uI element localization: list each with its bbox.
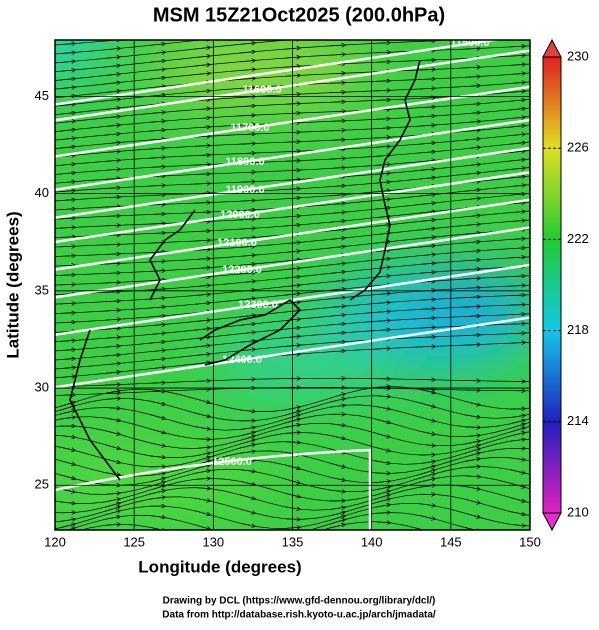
contour-label: 11600.0 xyxy=(242,84,281,96)
y-tick-label: 40 xyxy=(35,185,49,200)
contour-label: 12200.0 xyxy=(222,264,262,276)
y-tick-label: 35 xyxy=(35,282,49,297)
colorbar xyxy=(543,57,561,513)
contour-label: 12500.0 xyxy=(212,456,252,468)
streamline-arrow xyxy=(330,36,345,37)
x-tick-label: 120 xyxy=(44,534,66,549)
footer-line: Drawing by DCL (https://www.gfd-dennou.o… xyxy=(163,596,436,607)
streamline-arrow xyxy=(330,27,345,28)
colorbar-tick-label: 226 xyxy=(567,140,589,155)
x-tick-label: 130 xyxy=(202,534,224,549)
x-tick-label: 135 xyxy=(282,534,304,549)
colorbar-tick-label: 222 xyxy=(567,231,589,246)
streamline-arrow xyxy=(285,30,300,31)
colorbar-top-arrow xyxy=(543,40,561,57)
contour-label: 12400.0 xyxy=(222,354,262,366)
y-axis-label: Latitude (degrees) xyxy=(3,211,22,358)
contour-label: 11700.0 xyxy=(230,122,269,134)
streamline-arrow xyxy=(375,33,390,34)
footer-line: Data from http://database.rish.kyoto-u.a… xyxy=(162,610,436,621)
x-tick-label: 125 xyxy=(123,534,145,549)
contour-label: 11500.0 xyxy=(450,37,489,49)
y-tick-label: 45 xyxy=(35,88,49,103)
colorbar-tick-label: 214 xyxy=(567,413,589,428)
streamline-arrow xyxy=(510,37,525,38)
streamline-arrow xyxy=(465,20,480,21)
streamline-arrow xyxy=(195,30,210,32)
x-tick-label: 150 xyxy=(519,534,541,549)
streamline-arrow xyxy=(510,9,525,10)
x-tick-label: 140 xyxy=(361,534,383,549)
field: 11500.0 11600.0 11700.0 11800.0 11900.0 12000… xyxy=(15,8,540,547)
colorbar-tick-label: 218 xyxy=(567,322,589,337)
streamline-arrow xyxy=(150,35,165,37)
colorbar-tick-label: 230 xyxy=(567,48,589,63)
colorbar-bottom-arrow xyxy=(543,513,561,530)
contour-label: 12300.0 xyxy=(238,299,278,311)
streamline-arrow xyxy=(420,31,435,32)
streamline-arrow xyxy=(240,34,255,36)
streamline-arrow xyxy=(465,29,480,30)
streamline-arrow xyxy=(240,536,255,538)
streamline-arrow xyxy=(465,10,480,11)
contour-label: 12100.0 xyxy=(217,237,257,249)
streamline-arrow xyxy=(510,18,525,19)
y-tick-label: 25 xyxy=(35,477,49,492)
colorbar-tick-label: 210 xyxy=(567,504,589,519)
streamline-arrow xyxy=(465,541,480,543)
x-tick-label: 145 xyxy=(440,534,462,549)
contour-label: 11900.0 xyxy=(225,184,264,196)
contour-label: 12000.0 xyxy=(220,209,260,221)
streamline-arrow xyxy=(510,27,525,28)
title: MSM 15Z21Oct2025 (200.0hPa) xyxy=(153,4,445,26)
x-axis-label: Longitude (degrees) xyxy=(138,557,301,576)
y-tick-label: 30 xyxy=(35,379,49,394)
contour-label: 11800.0 xyxy=(225,156,264,168)
